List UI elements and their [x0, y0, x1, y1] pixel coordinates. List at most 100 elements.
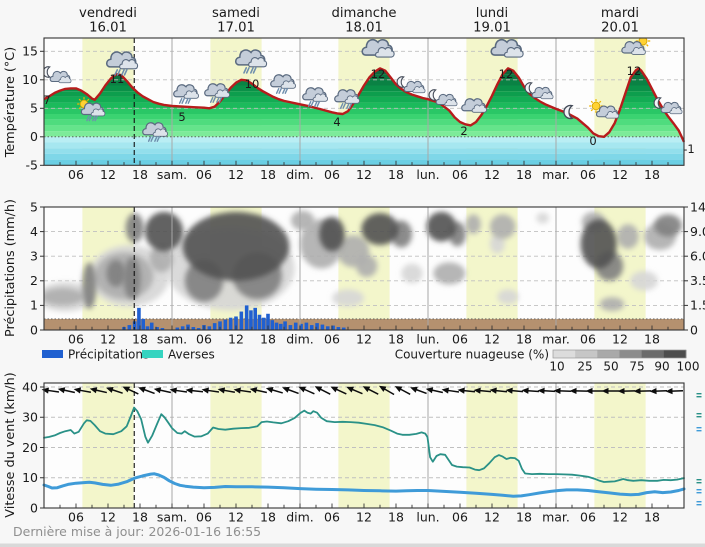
wind-direction-arrow: [601, 387, 619, 395]
y-tick-label: -5: [26, 158, 38, 173]
wind-panel: 06 12 18 sam. 06 12 18 dim. 06 12 18 lun. 06 12 18 mar.…: [3, 372, 702, 525]
precipitation-axis-title: Précipitations (mm/h): [3, 199, 18, 337]
right-y-tick-label: 0: [690, 322, 698, 337]
x-tick-label: sam.: [157, 332, 187, 347]
precipitation-bar: [234, 316, 238, 330]
precipitation-bar: [191, 327, 196, 330]
precipitation-bar: [175, 327, 180, 330]
weather-icon-moon-cloud: [428, 89, 458, 107]
wind-direction-arrow: [89, 387, 107, 394]
wind-direction-arrow: [537, 387, 556, 394]
wind-direction-arrow: [57, 387, 76, 394]
cloud-cover-tick-label: 10: [549, 360, 564, 374]
precipitation-bar: [244, 305, 249, 330]
cloud-cover-blob: [654, 214, 682, 237]
weather-icon-moon-cloud: [653, 97, 683, 115]
wind-direction-arrow: [473, 387, 492, 394]
wind-direction-arrow: [489, 387, 508, 394]
cloud-cover-blob: [580, 219, 617, 269]
cloud-cover-tick-label: 75: [629, 360, 644, 374]
wind-direction-arrow: [569, 387, 588, 395]
weather-icon-cloud-big: [361, 38, 395, 58]
day-name: vendredi: [79, 6, 137, 21]
cloud-cover-blob: [82, 262, 97, 310]
precipitation-bar: [266, 313, 270, 330]
weather-icon-cloud-rain: [302, 87, 328, 107]
x-tick-label: 06: [580, 167, 596, 182]
temperature-value-label: 12: [371, 67, 386, 81]
wind-direction-arrow: [265, 387, 283, 394]
daylight-band: [338, 383, 390, 508]
cloud-cover-blob: [106, 259, 126, 287]
x-tick-label: 12: [612, 510, 628, 525]
x-tick-label: 12: [228, 510, 244, 525]
cloud-cover-blob: [426, 211, 457, 242]
cloud-cover-blob: [332, 289, 364, 307]
freeze-stripe: [44, 153, 684, 160]
x-tick-label: 06: [68, 510, 84, 525]
x-tick-label: mar.: [542, 332, 570, 347]
precipitation-bar: [320, 324, 325, 330]
wind-direction-arrow: [122, 386, 139, 395]
y-tick-label: 0: [30, 129, 38, 144]
precipitation-bar: [239, 311, 244, 330]
wind-direction-arrow: [138, 386, 155, 395]
precipitation-bar: [127, 325, 132, 330]
temperature-curve: [43, 67, 686, 143]
wind-direction-arrow: [249, 387, 268, 394]
x-tick-label: 06: [196, 332, 212, 347]
precipitation-bar: [283, 321, 287, 330]
wind-direction-arrow: [649, 388, 668, 395]
precipitation-bar: [299, 323, 303, 330]
x-tick-label: 12: [484, 510, 500, 525]
precipitation-panel: 06 12 18 sam. 06 12 18 dim. 06 12 18 lun. 06 12 18 mar.…: [3, 199, 705, 347]
cloud-cover-tick-label: 50: [603, 360, 618, 374]
daylight-band: [82, 383, 134, 508]
wind-direction-arrow: [153, 387, 172, 394]
cloud-cover-shade-swatch: [597, 350, 620, 358]
cloud-cover-blob: [401, 263, 423, 284]
x-tick-label: 12: [356, 510, 372, 525]
wind-direction-arrow: [346, 386, 363, 395]
temperature-value-label: 12: [499, 67, 514, 81]
wind-direction-arrow: [73, 387, 92, 394]
y-tick-label: 10: [22, 470, 38, 485]
wind-direction-arrow: [665, 388, 684, 395]
x-tick-label: 18: [644, 510, 660, 525]
y-tick-label: 30: [22, 410, 38, 425]
precipitation-bar: [288, 325, 293, 330]
x-tick-label: 12: [228, 332, 244, 347]
wind-direction-arrow: [314, 386, 331, 395]
y-tick-label: 2: [30, 273, 38, 288]
cloud-cover-tick-label: 90: [654, 360, 669, 374]
y-tick-label: 0: [30, 322, 38, 337]
weather-icon-cloud-rain: [204, 83, 230, 103]
wind-direction-arrow: [106, 386, 123, 394]
x-tick-label: 12: [612, 167, 628, 182]
cloud-cover-bar-border: [552, 349, 687, 359]
day-name: mardi: [601, 6, 639, 21]
temperature-axis-title: Température (°C): [3, 47, 18, 158]
y-tick-label: 0: [30, 500, 38, 515]
y-tick-label: 5: [30, 199, 38, 214]
wind-direction-arrow: [410, 386, 427, 395]
y-tick-label: 10: [22, 72, 38, 87]
precipitation-bar: [270, 320, 275, 330]
x-tick-label: 18: [388, 167, 404, 182]
cloud-cover-blob: [630, 270, 658, 291]
x-tick-label: 18: [516, 332, 532, 347]
edge-mark: [696, 479, 702, 481]
edge-mark: [696, 430, 702, 432]
weather-icon-moon-cloud: [524, 82, 554, 100]
wind-direction-arrow: [617, 387, 636, 395]
y-tick-label: 3: [30, 249, 38, 264]
wind-direction-arrow: [457, 387, 476, 394]
freeze-stripe: [44, 148, 684, 154]
wind-direction-arrow: [553, 387, 572, 394]
x-tick-label: 18: [132, 332, 148, 347]
precipitation-bar: [341, 327, 346, 330]
wind-direction-arrow: [585, 387, 603, 395]
precipitation-bar: [218, 321, 222, 330]
